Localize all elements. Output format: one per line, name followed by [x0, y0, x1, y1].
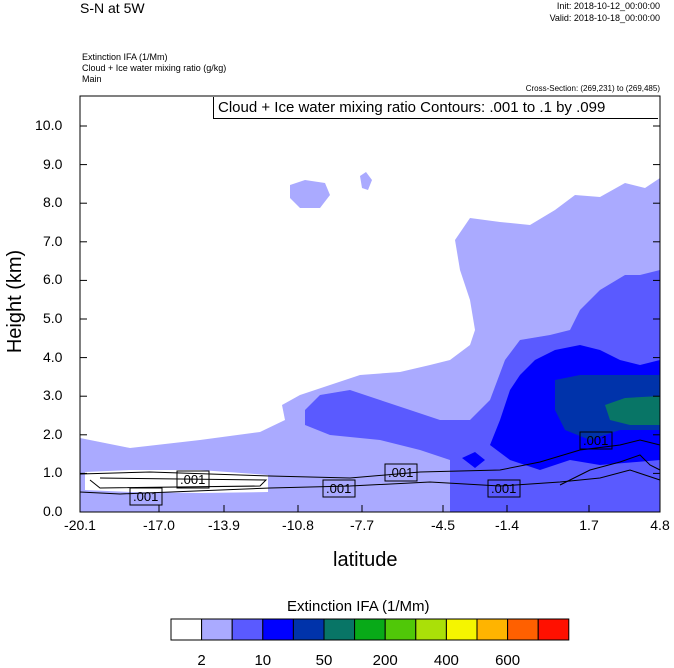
y-tick-label: 6.0: [43, 271, 63, 288]
colorbar-swatch: [231, 618, 264, 641]
contour-label-box: [322, 479, 356, 498]
colorbar-swatch: [445, 618, 478, 641]
colorbar-swatch: [354, 618, 386, 641]
contour-label: .001: [326, 481, 352, 496]
field-label-extinction: Extinction IFA (1/Mm): [82, 52, 168, 62]
colorbar-swatch: [507, 618, 539, 641]
contour-label: .001: [583, 433, 609, 448]
colorbar-label: 200: [372, 652, 398, 668]
contour-label-box: [129, 487, 163, 506]
x-tick-label: -17.0: [143, 517, 175, 533]
x-tick-label: -20.1: [64, 517, 96, 533]
contour-line: [79, 469, 661, 495]
colorbar-swatch: [323, 618, 356, 641]
x-tick-label: -4.5: [430, 517, 456, 533]
colorbar-label: 600: [495, 652, 521, 668]
field-label-main: Main: [82, 74, 102, 84]
colorbar-swatch: [201, 618, 233, 641]
y-axis-label: Height (km): [4, 249, 27, 354]
y-tick-label: 9.0: [43, 155, 63, 172]
colorbar-label: 400: [433, 652, 459, 668]
contour-line: [559, 454, 661, 486]
y-tick-label: 10.0: [35, 117, 63, 133]
fill-level-2-blob: [360, 172, 372, 190]
mixing-ratio-contours: [79, 439, 661, 495]
contour-label: .001: [133, 489, 159, 504]
plot-title: S-N at 5W: [80, 0, 145, 16]
plot-frame: [79, 95, 661, 513]
contour-label-box: [384, 463, 418, 482]
x-tick-label: -13.9: [208, 517, 240, 533]
y-tick-label: 0.0: [43, 503, 63, 519]
colorbar-swatch: [292, 618, 325, 641]
fill-level-2-blob: [290, 180, 330, 208]
fill-level-200: [605, 396, 660, 425]
contour-label: .001: [388, 465, 414, 480]
y-tick-label: 7.0: [43, 232, 63, 249]
extinction-fill: [80, 172, 660, 512]
colorbar-swatch: [537, 618, 570, 641]
colorbar: [170, 618, 570, 641]
colorbar-swatch: [476, 618, 509, 641]
init-time: Init: 2018-10-12_00:00:00: [556, 1, 660, 11]
contour-label-boxes: [129, 431, 613, 506]
colorbar-label: 10: [254, 652, 272, 668]
contour-label: .001: [180, 472, 206, 487]
contour-label-box: [579, 431, 613, 450]
x-tick-label: -7.7: [349, 517, 375, 533]
colorbar-swatch: [415, 618, 447, 641]
colorbar-swatch: [262, 618, 294, 641]
colorbar-swatch: [384, 618, 417, 641]
x-tick-label: 4.8: [650, 517, 670, 533]
x-tick-label: -10.8: [282, 517, 314, 533]
contour-line: [79, 439, 661, 479]
colorbar-title: Extinction IFA (1/Mm): [287, 598, 430, 615]
contour-label-box: [176, 470, 210, 489]
contour-info: Cloud + Ice water mixing ratio Contours:…: [213, 97, 658, 119]
fill-level-50-spot: [462, 452, 485, 468]
y-tick-label: 5.0: [43, 310, 63, 326]
contour-label: .001: [491, 481, 517, 496]
colorbar-label: 2: [197, 652, 206, 668]
x-axis-label: latitude: [333, 549, 398, 571]
valid-time: Valid: 2018-10-18_00:00:00: [549, 13, 660, 23]
y-tick-label: 4.0: [43, 348, 63, 365]
axis-ticks: [79, 125, 661, 513]
colorbar-swatch: [170, 618, 203, 641]
contour-line: [89, 477, 268, 489]
y-tick-label: 2.0: [43, 425, 63, 442]
cross-section-label: Cross-Section: (269,231) to (269,485): [525, 84, 660, 93]
y-tick-label: 3.0: [43, 387, 63, 404]
colorbar-label: 50: [315, 652, 333, 668]
y-tick-label: 8.0: [43, 194, 63, 211]
field-label-mixing-ratio: Cloud + Ice water mixing ratio (g/kg): [82, 63, 227, 73]
x-tick-label: -1.4: [494, 517, 520, 533]
contour-label-box: [487, 479, 521, 498]
x-tick-label: 1.7: [579, 517, 599, 533]
y-tick-label: 1.0: [43, 464, 63, 481]
